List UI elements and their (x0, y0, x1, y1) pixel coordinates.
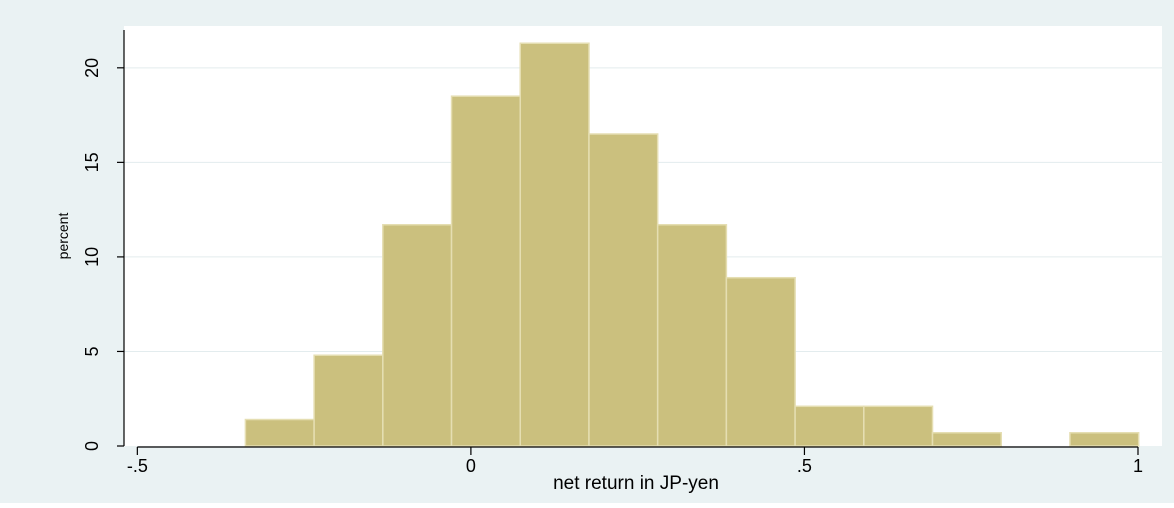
histogram-bar (794, 405, 865, 447)
x-tick-label: 0 (466, 456, 476, 476)
x-tick-label: .5 (797, 456, 812, 476)
x-axis-ticks: -.5 0 .5 1 (127, 447, 1143, 476)
histogram-bar (450, 95, 522, 447)
histogram-bar (313, 354, 384, 447)
x-tick-label: -.5 (127, 456, 148, 476)
x-tick-label: 1 (1133, 456, 1143, 476)
x-axis-label: net return in JP-yen (553, 473, 719, 494)
y-tick-label: 10 (82, 247, 102, 267)
histogram-bar (588, 133, 659, 447)
axes (123, 30, 1138, 448)
y-tick-label: 20 (82, 58, 102, 78)
histogram-bar (244, 418, 315, 447)
y-tick-label: 0 (82, 441, 102, 451)
histogram-bar (931, 432, 1002, 447)
histogram-bars (244, 42, 1140, 447)
y-axis-label: percent (55, 213, 71, 260)
y-tick-label: 5 (82, 346, 102, 356)
histogram-bar (656, 224, 728, 447)
histogram-bar (725, 276, 796, 447)
y-tick-label: 15 (82, 152, 102, 172)
histogram-bar (519, 42, 590, 447)
histogram-bar (1069, 432, 1140, 447)
histogram-bar (382, 224, 453, 447)
y-axis-ticks: 0 5 10 15 20 (82, 58, 124, 451)
histogram-bar (863, 405, 934, 447)
